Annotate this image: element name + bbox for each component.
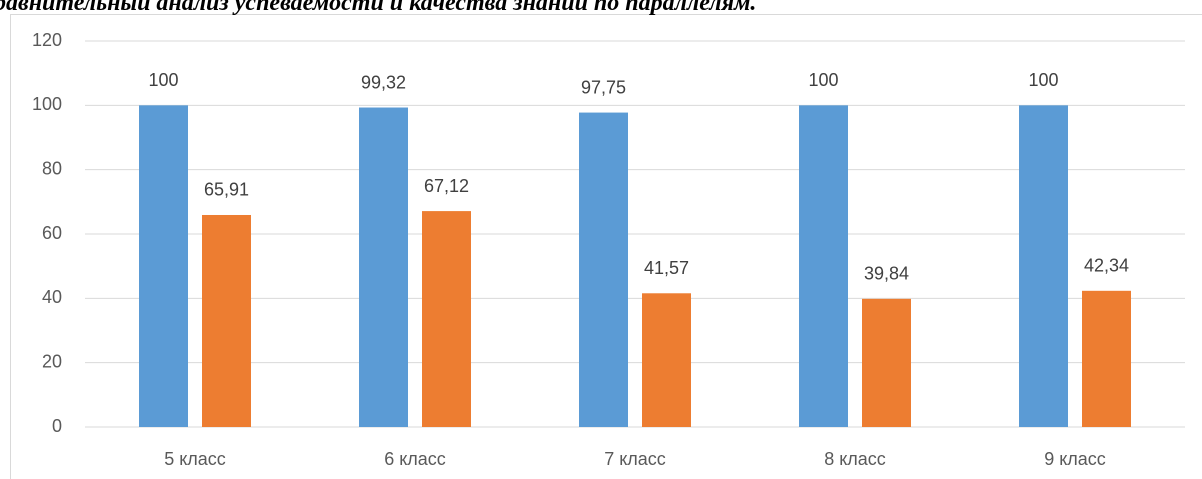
data-label: 99,32: [361, 72, 406, 92]
bar: [139, 105, 188, 427]
bar: [579, 112, 628, 427]
bar: [1082, 290, 1131, 427]
data-label: 41,57: [644, 258, 689, 278]
y-tick-label: 80: [42, 158, 62, 178]
data-label: 39,84: [864, 264, 909, 284]
bar: [359, 107, 408, 428]
y-tick-label: 60: [42, 223, 62, 243]
data-label: 100: [1028, 70, 1058, 90]
data-label: 100: [808, 70, 838, 90]
data-label: 67,12: [424, 176, 469, 196]
chart-title: Сравнительный анализ успеваемости и каче…: [0, 0, 756, 16]
data-label: 65,91: [204, 180, 249, 200]
bar: [642, 293, 691, 427]
y-tick-label: 40: [42, 287, 62, 307]
data-label: 97,75: [581, 77, 626, 97]
chart-frame: [10, 14, 1202, 479]
y-tick-label: 20: [42, 351, 62, 371]
title-backdrop: [0, 0, 1202, 13]
x-tick-label: 9 класс: [1044, 449, 1106, 469]
y-tick-label: 100: [32, 94, 62, 114]
x-tick-label: 6 класс: [384, 449, 446, 469]
bar: [862, 298, 911, 427]
bar: [422, 211, 471, 427]
bar: [799, 105, 848, 427]
x-tick-label: 7 класс: [604, 449, 666, 469]
data-label: 100: [148, 70, 178, 90]
y-tick-label: 0: [52, 416, 62, 436]
bar: [202, 214, 251, 427]
x-tick-label: 5 класс: [164, 449, 226, 469]
bar: [1019, 105, 1068, 427]
y-tick-label: 120: [32, 30, 62, 50]
x-tick-label: 8 класс: [824, 449, 886, 469]
data-label: 42,34: [1084, 256, 1129, 276]
